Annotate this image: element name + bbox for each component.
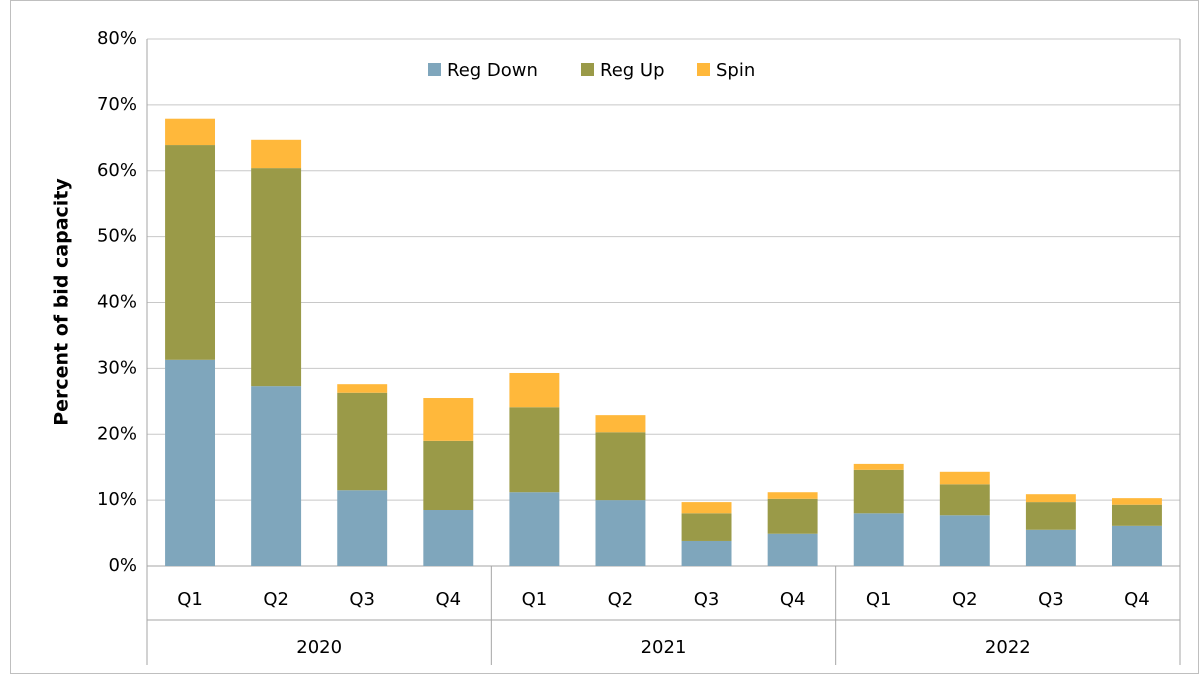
- bar-segment: [595, 500, 646, 566]
- bar-segment: [1111, 498, 1162, 505]
- group-label: 2022: [985, 637, 1031, 658]
- y-tick-label: 80%: [97, 28, 137, 49]
- bar-segment: [853, 469, 904, 514]
- bar-segment: [1111, 504, 1162, 526]
- y-tick-label: 20%: [97, 423, 137, 444]
- x-tick-label: Q1: [522, 589, 548, 610]
- bar-segment: [1025, 494, 1076, 503]
- bar-segment: [853, 463, 904, 470]
- x-tick-label: Q3: [694, 589, 720, 610]
- y-tick-label: 10%: [97, 489, 137, 510]
- bar-segment: [509, 372, 560, 408]
- legend-swatch: [581, 63, 594, 76]
- x-tick-label: Q2: [608, 589, 634, 610]
- bar-segment: [165, 359, 216, 566]
- x-tick-label: Q1: [177, 589, 203, 610]
- group-label: 2020: [296, 637, 342, 658]
- y-tick-label: 60%: [97, 160, 137, 181]
- bar-segment: [337, 392, 388, 491]
- x-tick-label: Q4: [435, 589, 461, 610]
- y-tick-label: 40%: [97, 292, 137, 313]
- x-tick-label: Q4: [780, 589, 806, 610]
- bar-segment: [423, 398, 474, 441]
- bar-segment: [251, 168, 302, 387]
- legend-label: Reg Down: [447, 60, 538, 81]
- bar-segment: [509, 492, 560, 566]
- bar-segment: [767, 533, 818, 566]
- legend-label: Spin: [716, 60, 755, 81]
- bar-segment: [165, 145, 216, 360]
- x-tick-label: Q2: [952, 589, 978, 610]
- legend-swatch: [428, 63, 441, 76]
- y-tick-label: 70%: [97, 94, 137, 115]
- bar-segment: [767, 498, 818, 534]
- bar-segment: [595, 432, 646, 501]
- bar-segment: [681, 513, 732, 541]
- bar-segment: [853, 513, 904, 566]
- bar-segment: [939, 471, 990, 485]
- bar-segment: [1111, 525, 1162, 566]
- x-tick-label: Q3: [349, 589, 375, 610]
- bar-segment: [681, 502, 732, 514]
- bar-segment: [337, 384, 388, 393]
- bar-segment: [939, 484, 990, 516]
- y-tick-label: 50%: [97, 226, 137, 247]
- x-tick-label: Q3: [1038, 589, 1064, 610]
- y-axis-title: Percent of bid capacity: [51, 178, 73, 426]
- bar-segment: [251, 386, 302, 566]
- group-label: 2021: [641, 637, 687, 658]
- bar-segment: [767, 492, 818, 499]
- x-tick-label: Q1: [866, 589, 892, 610]
- y-tick-label: 0%: [108, 555, 137, 576]
- bar-segment: [681, 540, 732, 566]
- bar-segment: [595, 415, 646, 433]
- bar-segment: [1025, 529, 1076, 566]
- bar-segment: [939, 515, 990, 566]
- bar-segment: [337, 490, 388, 566]
- x-tick-label: Q2: [263, 589, 289, 610]
- y-tick-label: 30%: [97, 357, 137, 378]
- x-tick-label: Q4: [1124, 589, 1150, 610]
- bar-segment: [509, 407, 560, 493]
- legend-swatch: [697, 63, 710, 76]
- bar-segment: [165, 118, 216, 146]
- bar-segment: [251, 139, 302, 169]
- bar-segment: [423, 440, 474, 511]
- legend-label: Reg Up: [600, 60, 665, 81]
- bar-segment: [1025, 502, 1076, 530]
- bar-segment: [423, 510, 474, 566]
